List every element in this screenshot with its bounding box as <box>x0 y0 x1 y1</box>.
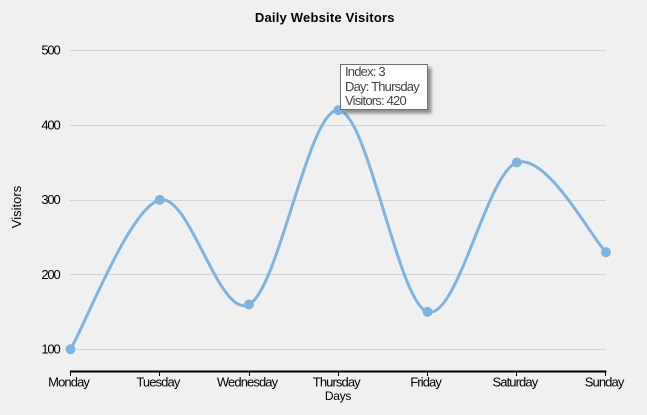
svg-text:100: 100 <box>41 342 60 357</box>
svg-text:Daily Website Visitors: Daily Website Visitors <box>255 10 395 25</box>
svg-text:Days: Days <box>325 389 351 403</box>
svg-text:Monday: Monday <box>48 375 90 390</box>
svg-text:200: 200 <box>41 267 60 282</box>
svg-text:300: 300 <box>41 192 60 207</box>
svg-text:Friday: Friday <box>410 375 442 390</box>
svg-text:500: 500 <box>41 43 60 58</box>
svg-text:Sunday: Sunday <box>585 375 625 390</box>
svg-text:Visitors: Visitors <box>9 185 24 228</box>
svg-text:Wednesday: Wednesday <box>217 375 279 390</box>
svg-text:Thursday: Thursday <box>313 375 361 390</box>
svg-text:Tuesday: Tuesday <box>136 375 180 390</box>
svg-text:Saturday: Saturday <box>492 375 538 390</box>
svg-text:400: 400 <box>41 117 60 132</box>
